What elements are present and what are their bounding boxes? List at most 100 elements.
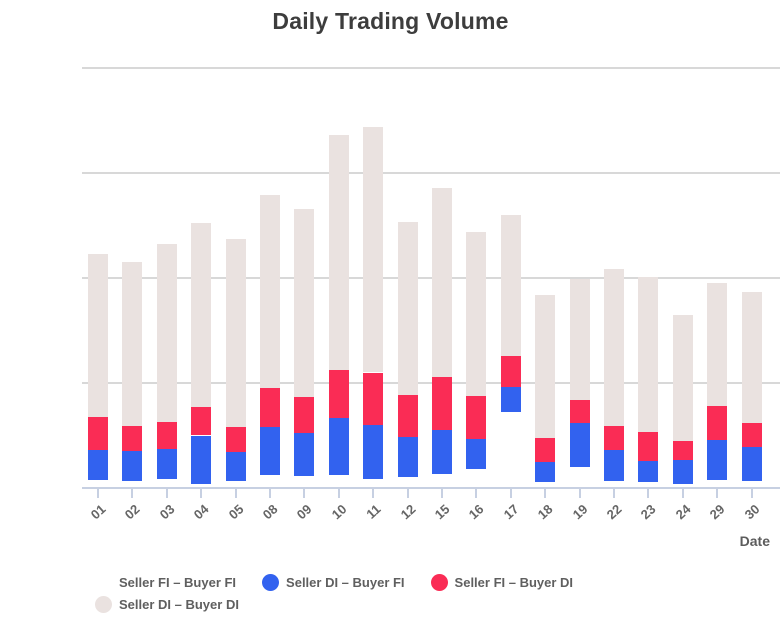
bar-segment[interactable] (88, 253, 108, 417)
bar-segment[interactable] (191, 484, 211, 488)
bar-segment[interactable] (225, 452, 246, 481)
legend-marker-icon (95, 596, 112, 613)
bar-segment[interactable] (569, 279, 590, 400)
bar-segment[interactable] (570, 467, 590, 488)
bar-segment[interactable] (707, 439, 728, 480)
x-axis-tick (544, 489, 547, 498)
bar-segment[interactable] (500, 355, 521, 388)
gridline (82, 67, 780, 69)
bar-segment[interactable] (569, 399, 590, 423)
bar-segment[interactable] (535, 294, 556, 438)
x-axis-line (82, 487, 780, 489)
bar-segment[interactable] (398, 478, 418, 489)
bar-segment[interactable] (604, 481, 624, 488)
bar-segment[interactable] (604, 426, 624, 451)
bar-segment[interactable] (122, 262, 143, 427)
bar-segment[interactable] (88, 416, 108, 451)
bar-segment[interactable] (191, 407, 212, 436)
bar-segment[interactable] (672, 459, 693, 484)
bar-segment[interactable] (466, 438, 487, 470)
bar-segment[interactable] (707, 480, 727, 488)
bar-segment[interactable] (328, 135, 349, 371)
bar-segment[interactable] (260, 427, 280, 476)
bar-segment[interactable] (363, 425, 384, 479)
bar-segment[interactable] (328, 370, 349, 418)
bar-segment[interactable] (638, 432, 659, 461)
bar-segment[interactable] (225, 239, 246, 428)
bar-segment[interactable] (260, 195, 280, 389)
x-axis-tick (681, 489, 684, 498)
bar-segment[interactable] (741, 422, 762, 448)
bar-segment[interactable] (604, 268, 624, 427)
bar-segment[interactable] (329, 475, 349, 488)
bar-segment[interactable] (569, 422, 590, 467)
legend-item[interactable]: Seller FI – Buyer DI (430, 574, 573, 591)
bar-segment[interactable] (741, 447, 762, 481)
bar-segment[interactable] (122, 426, 143, 452)
bar-segment[interactable] (294, 208, 315, 397)
bar-segment[interactable] (328, 417, 349, 476)
bar-segment[interactable] (501, 412, 521, 488)
bar-segment[interactable] (88, 480, 108, 488)
bar-segment[interactable] (294, 476, 314, 488)
bar-segment[interactable] (157, 479, 177, 488)
bar-segment[interactable] (122, 451, 143, 481)
bar-segment[interactable] (672, 440, 693, 460)
bar-segment[interactable] (707, 406, 728, 440)
x-axis-tick (441, 489, 443, 498)
bar-segment[interactable] (466, 395, 487, 439)
bar-segment[interactable] (432, 187, 452, 377)
bar-segment[interactable] (466, 231, 487, 396)
bar-segment[interactable] (535, 482, 555, 488)
bar-segment[interactable] (707, 283, 728, 407)
bar-segment[interactable] (673, 484, 693, 488)
bar-segment[interactable] (156, 421, 177, 450)
bar-segment[interactable] (294, 396, 315, 434)
bar-segment[interactable] (363, 372, 384, 425)
bar-segment[interactable] (225, 427, 246, 453)
bar-segment[interactable] (535, 437, 556, 462)
legend-item[interactable]: Seller DI – Buyer FI (262, 574, 405, 591)
legend-item[interactable]: Seller FI – Buyer FI (95, 574, 236, 591)
bar-segment[interactable] (741, 291, 762, 423)
bar-segment[interactable] (432, 430, 452, 475)
legend-marker-icon (262, 574, 280, 591)
bar-segment[interactable] (260, 475, 280, 488)
legend: Seller FI – Buyer FI Seller DI – Buyer FI… (95, 574, 675, 613)
bar-segment[interactable] (191, 435, 212, 484)
bar-segment[interactable] (122, 481, 142, 488)
bar-segment[interactable] (432, 376, 452, 431)
chart-title: Daily Trading Volume (272, 8, 509, 34)
bar-segment[interactable] (500, 387, 521, 413)
bar-segment[interactable] (672, 314, 693, 441)
bar-segment[interactable] (88, 450, 108, 480)
bar-segment[interactable] (226, 481, 246, 488)
bar-segment[interactable] (535, 461, 556, 482)
bar-segment[interactable] (397, 394, 418, 437)
bar-segment[interactable] (638, 276, 659, 433)
x-axis-tick (372, 489, 375, 498)
bar-segment[interactable] (294, 433, 315, 477)
bar-segment[interactable] (363, 126, 384, 373)
x-axis-tick (406, 489, 409, 498)
bar-segment[interactable] (156, 244, 177, 422)
bar-segment[interactable] (466, 469, 486, 488)
bar-segment[interactable] (191, 223, 212, 408)
bar-segment[interactable] (742, 481, 762, 488)
gridline (82, 382, 780, 384)
bar-segment[interactable] (432, 474, 452, 488)
bar-segment[interactable] (638, 460, 659, 482)
bar-segment[interactable] (604, 450, 624, 481)
legend-marker-icon (95, 574, 112, 591)
legend-item[interactable]: Seller DI – Buyer DI (95, 596, 239, 613)
bar-segment[interactable] (363, 479, 383, 488)
x-axis-tick (131, 489, 134, 498)
bar-segment[interactable] (260, 388, 280, 428)
bar-segment[interactable] (397, 436, 418, 478)
legend-item-label: Seller DI – Buyer FI (286, 575, 405, 590)
bar-segment[interactable] (638, 482, 658, 488)
x-axis-tick (200, 489, 203, 498)
bar-segment[interactable] (397, 222, 418, 395)
bar-segment[interactable] (156, 449, 177, 479)
bar-segment[interactable] (500, 215, 521, 356)
